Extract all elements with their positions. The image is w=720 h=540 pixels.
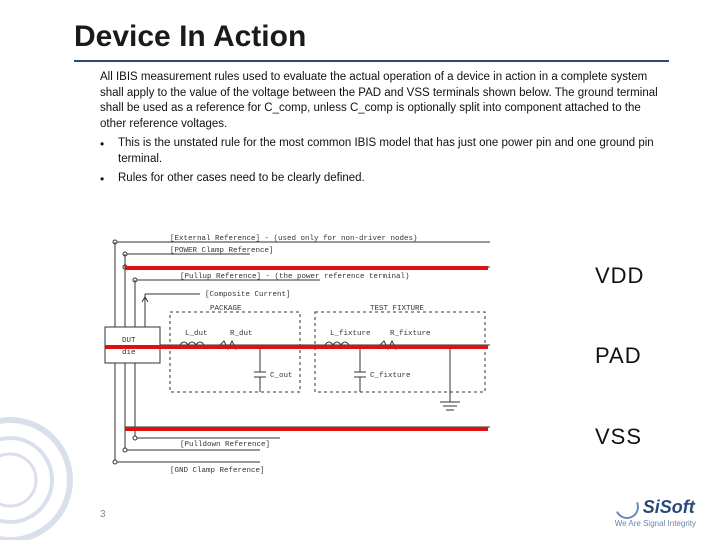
bullet-1-text: This is the unstated rule for the most c… (118, 136, 660, 167)
lbl-cfix: C_fixture (370, 372, 411, 380)
bullet-marker: • (100, 171, 118, 187)
vss-label: VSS (595, 424, 642, 450)
schematic-diagram: [External Reference] - (used only for no… (100, 232, 500, 492)
pad-red-line (105, 345, 488, 349)
bullet-1: • This is the unstated rule for the most… (100, 136, 660, 167)
lbl-rdut: R_dut (230, 330, 253, 338)
slide-title: Device In Action (74, 20, 306, 54)
lbl-pullup: [Pullup Reference] - (the power referenc… (180, 273, 410, 281)
lbl-ext-ref: [External Reference] - (used only for no… (170, 235, 418, 243)
lbl-fixture: TEST FIXTURE (370, 305, 425, 313)
lbl-rfix: R_fixture (390, 330, 431, 338)
lbl-dut: DUT (122, 337, 136, 345)
bullet-marker: • (100, 136, 118, 167)
page-number: 3 (100, 509, 106, 520)
lbl-lfix: L_fixture (330, 330, 371, 338)
lbl-pulldown: [Pulldown Reference] (180, 441, 270, 449)
lbl-composite: [Composite Current] (205, 291, 291, 299)
left-deco-icon (0, 300, 90, 540)
title-underline (74, 60, 669, 62)
intro-paragraph: All IBIS measurement rules used to evalu… (100, 70, 660, 132)
body-text-block: All IBIS measurement rules used to evalu… (100, 70, 660, 187)
pad-label: PAD (595, 343, 642, 369)
bullet-2-text: Rules for other cases need to be clearly… (118, 171, 660, 187)
lbl-power-clamp: [POWER Clamp Reference] (170, 247, 274, 255)
lbl-die: die (122, 349, 136, 357)
lbl-package: PACKAGE (210, 305, 242, 313)
vss-red-line (125, 427, 488, 431)
bullet-2: • Rules for other cases need to be clear… (100, 171, 660, 187)
logo-swirl-icon (611, 492, 642, 523)
logo-text: SiSoft (643, 497, 695, 518)
logo-block: SiSoft We Are Signal Integrity (615, 495, 696, 528)
lbl-ldut: L_dut (185, 330, 208, 338)
vdd-red-line (125, 266, 488, 270)
lbl-gnd-clamp: [GND Clamp Reference] (170, 467, 265, 475)
logo-tagline: We Are Signal Integrity (615, 519, 696, 528)
lbl-cout: C_out (270, 372, 293, 380)
logo-main: SiSoft (615, 495, 696, 519)
vdd-label: VDD (595, 263, 644, 289)
